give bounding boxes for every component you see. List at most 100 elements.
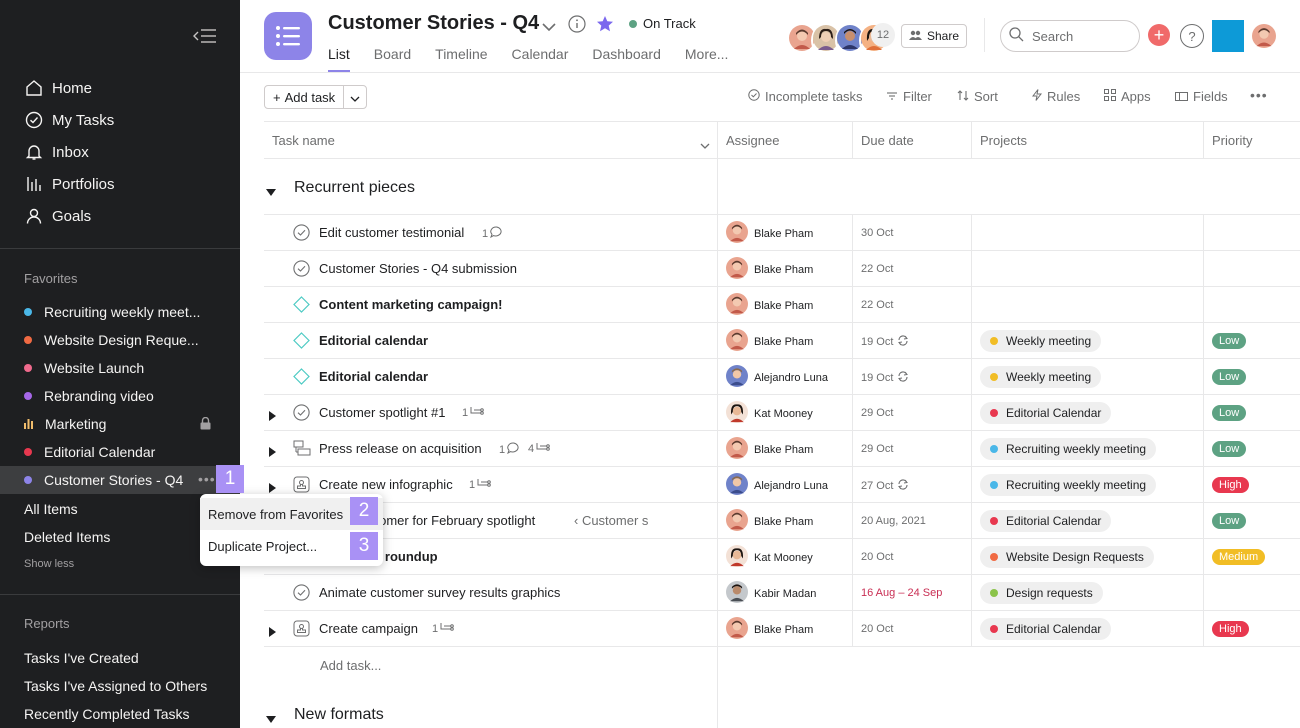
project-pill[interactable]: Weekly meeting xyxy=(980,366,1102,388)
task-name[interactable]: Customer Stories - Q4 submission xyxy=(319,261,517,276)
apps-button[interactable]: Apps xyxy=(1104,89,1151,104)
complete-checkbox-icon[interactable] xyxy=(293,260,310,282)
table-row[interactable]: Animate customer survey results graphics… xyxy=(264,575,1300,611)
help-button[interactable]: ? xyxy=(1180,24,1204,48)
task-name[interactable]: Editorial calendar xyxy=(319,369,429,384)
task-name[interactable]: Press release on acquisition xyxy=(319,441,482,456)
nav-home[interactable]: Home xyxy=(0,72,240,104)
task-name[interactable]: stomer for February spotlight xyxy=(369,513,536,528)
incomplete-tasks-button[interactable]: Incomplete tasks xyxy=(748,89,863,104)
user-avatar[interactable] xyxy=(1252,24,1276,53)
nav-portfolios[interactable]: Portfolios xyxy=(0,168,240,200)
project-pill[interactable]: Website Design Requests xyxy=(980,546,1154,568)
table-row[interactable]: Create campaign 1 Blake Pham 20 Oct Edit… xyxy=(264,611,1300,647)
tab-list[interactable]: List xyxy=(328,46,350,72)
assignee-cell[interactable]: Kat Mooney xyxy=(726,401,813,426)
priority-badge[interactable]: Low xyxy=(1212,441,1247,457)
caret-right-icon[interactable] xyxy=(269,408,276,426)
caret-down-icon[interactable] xyxy=(266,183,276,201)
task-name[interactable]: Animate customer survey results graphics xyxy=(319,585,561,600)
priority-badge[interactable]: Low xyxy=(1212,333,1247,349)
tab-dashboard[interactable]: Dashboard xyxy=(592,46,661,62)
more-options-icon[interactable]: ••• xyxy=(198,471,216,487)
search-input[interactable]: Search xyxy=(1000,20,1140,52)
table-row[interactable]: Editorial calendar Blake Pham 19 Oct Wee… xyxy=(264,323,1300,359)
column-header-due-date[interactable]: Due date xyxy=(853,121,972,159)
approval-stamp-icon[interactable] xyxy=(293,476,310,498)
add-task-dropdown[interactable] xyxy=(344,86,366,108)
task-name[interactable]: Create new infographic xyxy=(319,477,453,492)
project-pill[interactable]: Recruiting weekly meeting xyxy=(980,438,1157,460)
favorite-item-active[interactable]: Customer Stories - Q4 ••• xyxy=(0,466,240,494)
assignee-cell[interactable]: Blake Pham xyxy=(726,509,813,534)
table-row[interactable]: Editorial calendar Alejandro Luna 19 Oct… xyxy=(264,359,1300,395)
favorite-item[interactable]: Marketing xyxy=(0,410,240,438)
parent-task-breadcrumb[interactable]: ‹ Customer s xyxy=(574,513,649,528)
project-pill[interactable]: Recruiting weekly meeting xyxy=(980,474,1157,496)
add-task-link[interactable]: Add task... xyxy=(320,658,382,673)
tab-calendar[interactable]: Calendar xyxy=(511,46,569,62)
member-count[interactable]: 12 xyxy=(871,23,895,47)
project-pill[interactable]: Weekly meeting xyxy=(980,330,1102,352)
due-date[interactable]: 20 Oct xyxy=(861,551,893,563)
task-name[interactable]: Customer spotlight #1 xyxy=(319,405,446,420)
priority-badge[interactable]: High xyxy=(1212,621,1249,637)
assignee-cell[interactable]: Blake Pham xyxy=(726,329,813,354)
project-pill[interactable]: Editorial Calendar xyxy=(980,402,1112,424)
info-icon[interactable] xyxy=(568,15,586,38)
member-avatars[interactable] xyxy=(787,23,889,58)
table-row[interactable]: Press release on acquisition 1 4 Blake P… xyxy=(264,431,1300,467)
due-date[interactable]: 20 Aug, 2021 xyxy=(861,515,926,527)
section-header[interactable]: New formats xyxy=(240,686,718,728)
complete-checkbox-icon[interactable] xyxy=(293,584,310,606)
all-items-link[interactable]: All Items xyxy=(24,501,78,517)
report-link[interactable]: Tasks I've Assigned to Others xyxy=(24,678,208,694)
complete-checkbox-icon[interactable] xyxy=(293,224,310,246)
column-header-assignee[interactable]: Assignee xyxy=(718,121,853,159)
nav-goals[interactable]: Goals xyxy=(0,200,240,232)
report-link[interactable]: Recently Completed Tasks xyxy=(24,706,190,722)
column-header-projects[interactable]: Projects xyxy=(972,121,1204,159)
approval-icon[interactable] xyxy=(293,440,311,461)
nav-my-tasks[interactable]: My Tasks xyxy=(0,104,240,136)
assignee-cell[interactable]: Blake Pham xyxy=(726,617,813,642)
due-date[interactable]: 19 Oct xyxy=(861,371,909,385)
table-row[interactable]: re roundup Kat Mooney 20 Oct Website Des… xyxy=(264,539,1300,575)
tab-timeline[interactable]: Timeline xyxy=(435,46,488,62)
caret-down-icon[interactable] xyxy=(266,710,276,728)
due-date[interactable]: 29 Oct xyxy=(861,407,893,419)
due-date[interactable]: 27 Oct xyxy=(861,479,909,493)
star-icon[interactable] xyxy=(596,15,614,38)
caret-right-icon[interactable] xyxy=(269,444,276,462)
favorite-item[interactable]: Recruiting weekly meet... xyxy=(0,298,240,326)
assignee-cell[interactable]: Kat Mooney xyxy=(726,545,813,570)
section-header[interactable]: Recurrent pieces xyxy=(240,159,718,215)
show-less-link[interactable]: Show less xyxy=(24,558,75,570)
rules-button[interactable]: Rules xyxy=(1031,89,1080,104)
tab-board[interactable]: Board xyxy=(373,46,412,62)
project-pill[interactable]: Editorial Calendar xyxy=(980,618,1112,640)
complete-checkbox-icon[interactable] xyxy=(293,404,310,426)
table-row[interactable]: Customer spotlight #1 1 Kat Mooney 29 Oc… xyxy=(264,395,1300,431)
table-row[interactable]: Content marketing campaign! Blake Pham 2… xyxy=(264,287,1300,323)
chevron-down-icon[interactable] xyxy=(542,19,556,37)
task-name[interactable]: Editorial calendar xyxy=(319,333,429,348)
table-row[interactable]: Edit customer testimonial 1 Blake Pham 3… xyxy=(264,215,1300,251)
due-date[interactable]: 16 Aug – 24 Sep xyxy=(861,587,942,599)
favorite-item[interactable]: Website Launch xyxy=(0,354,240,382)
fields-button[interactable]: Fields xyxy=(1175,89,1228,104)
priority-badge[interactable]: Low xyxy=(1212,513,1247,529)
milestone-diamond-icon[interactable] xyxy=(293,332,310,354)
status-label[interactable]: On Track xyxy=(643,16,696,31)
assignee-cell[interactable]: Alejandro Luna xyxy=(726,365,828,390)
chevron-down-icon[interactable] xyxy=(700,137,710,152)
caret-right-icon[interactable] xyxy=(269,480,276,498)
due-date[interactable]: 30 Oct xyxy=(861,227,893,239)
filter-button[interactable]: Filter xyxy=(886,89,932,104)
priority-badge[interactable]: Low xyxy=(1212,405,1247,421)
table-row[interactable]: stomer for February spotlight ‹ Customer… xyxy=(264,503,1300,539)
milestone-diamond-icon[interactable] xyxy=(293,368,310,390)
favorite-item[interactable]: Website Design Reque... xyxy=(0,326,240,354)
column-header-priority[interactable]: Priority xyxy=(1204,121,1300,159)
nav-inbox[interactable]: Inbox xyxy=(0,136,240,168)
